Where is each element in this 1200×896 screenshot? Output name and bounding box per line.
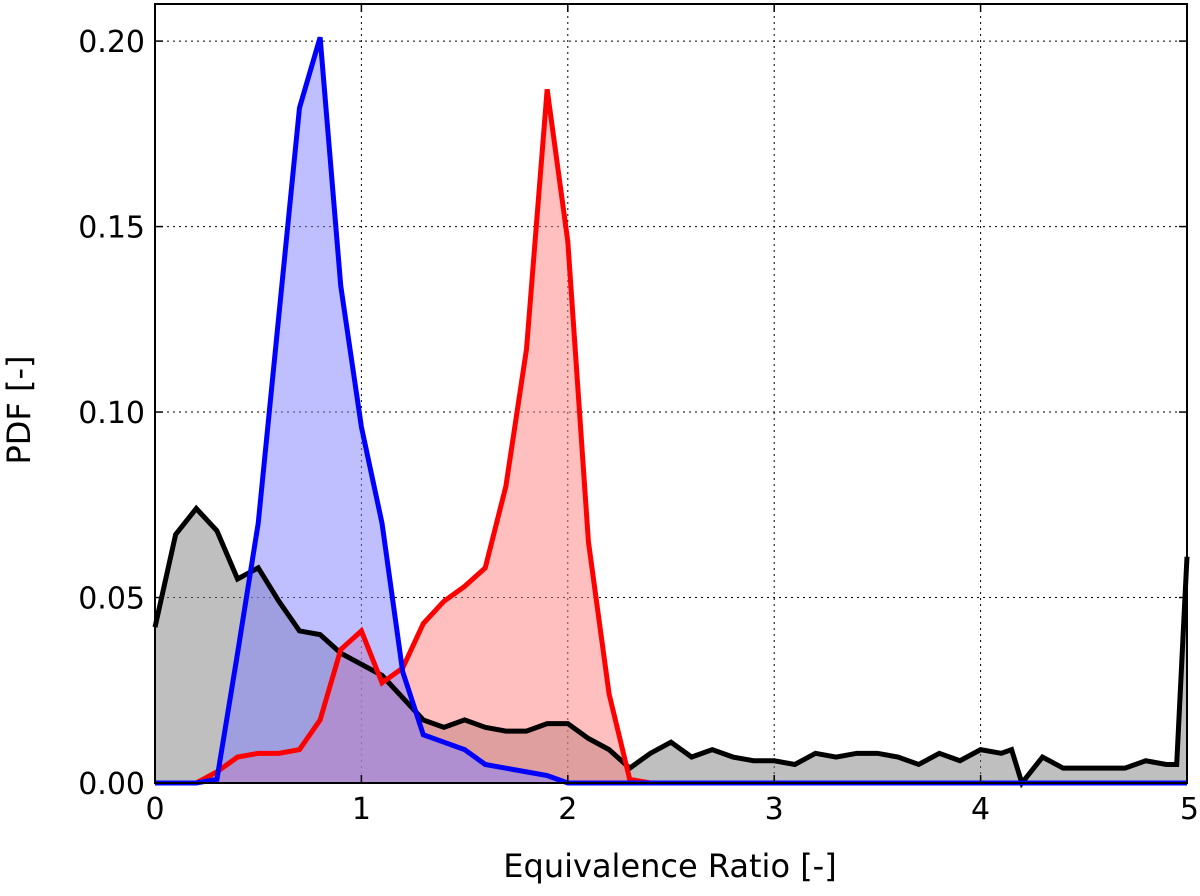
y-tick-label: 0.00 (78, 767, 145, 802)
y-tick-label: 0.05 (78, 582, 145, 617)
series-1-line (155, 88, 1187, 786)
y-axis-label: PDF [-] (0, 355, 38, 464)
x-tick-label: 4 (971, 792, 990, 827)
plot-frame (154, 3, 1188, 784)
series-0-line (152, 504, 1190, 789)
y-tick-label: 0.20 (78, 25, 145, 60)
x-tick-label: 5 (1180, 792, 1199, 827)
x-tick-label: 3 (765, 792, 784, 827)
y-tick-label: 0.15 (78, 211, 145, 246)
x-axis-label: Equivalence Ratio [-] (503, 847, 836, 885)
axes: 0 1 2 3 4 5 0.00 0.05 0.10 0.15 0.20 (78, 3, 1199, 827)
x-tick-label: 1 (352, 792, 371, 827)
y-tick-label: 0.10 (78, 396, 145, 431)
series-layer (152, 36, 1190, 789)
x-tick-label: 2 (558, 792, 577, 827)
x-tick-label: 0 (145, 792, 164, 827)
series-2-area (155, 37, 1187, 783)
